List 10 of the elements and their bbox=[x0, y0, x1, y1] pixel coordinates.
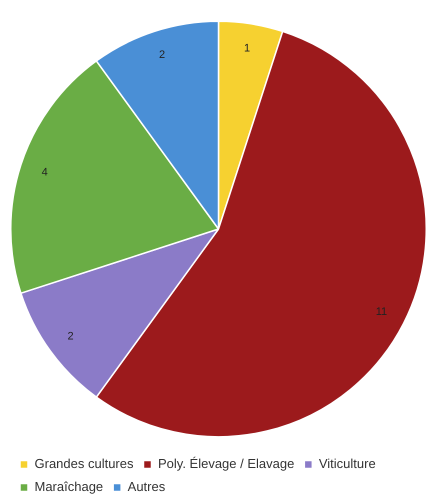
data-label: 4 bbox=[42, 166, 48, 179]
data-label: 2 bbox=[158, 49, 166, 62]
legend-label: Maraîchage bbox=[34, 479, 104, 494]
legend-label: Poly. Élevage / Elavage bbox=[158, 456, 294, 472]
legend-label: Autres bbox=[128, 479, 166, 494]
data-label: 1 bbox=[244, 42, 250, 54]
data-label: 11 bbox=[376, 306, 388, 318]
legend-label: Grandes cultures bbox=[34, 456, 134, 472]
legend-label: Viticulture bbox=[318, 456, 376, 472]
data-label: 2 bbox=[68, 330, 74, 342]
